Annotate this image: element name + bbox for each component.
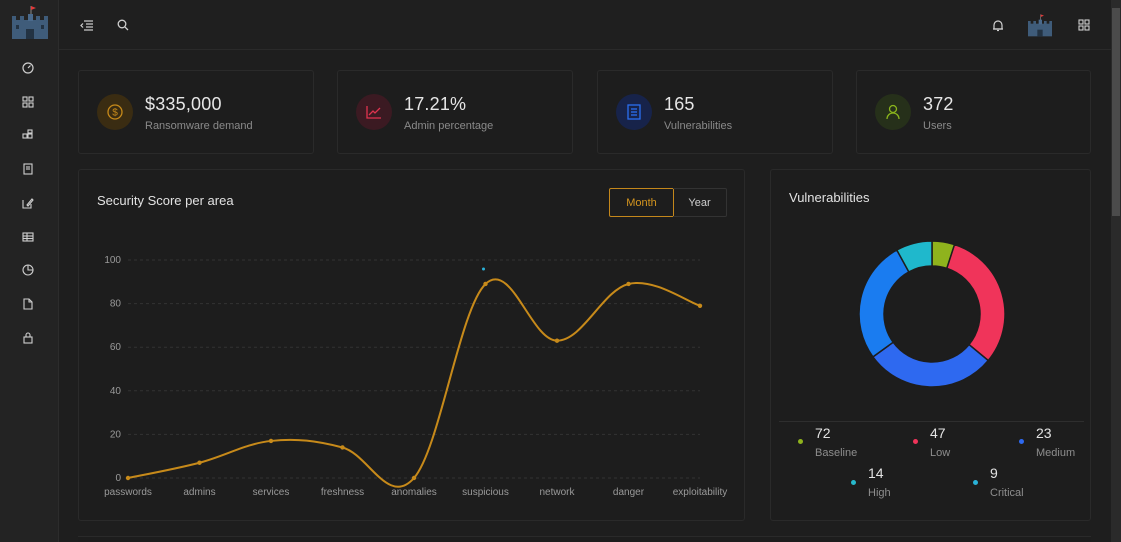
- x-tick-label: freshness: [321, 487, 364, 498]
- data-point[interactable]: [626, 281, 631, 287]
- apps-grid-icon[interactable]: [1073, 14, 1095, 36]
- x-tick-label: suspicious: [462, 487, 509, 498]
- donut-slice-high[interactable]: [858, 249, 910, 358]
- svg-text:$: $: [112, 108, 118, 119]
- legend-value: 9: [990, 465, 998, 481]
- x-tick-label: anomalies: [391, 487, 437, 498]
- hover-marker: [482, 267, 485, 271]
- data-point[interactable]: [697, 303, 703, 308]
- x-tick-label: services: [253, 487, 290, 498]
- stat-label: Ransomware demand: [145, 120, 253, 132]
- scrollbar[interactable]: [1111, 0, 1121, 542]
- data-point[interactable]: [268, 438, 274, 444]
- legend-dot: [913, 439, 918, 444]
- stat-label: Vulnerabilities: [664, 120, 733, 132]
- x-tick-label: exploitability: [673, 487, 727, 498]
- data-point[interactable]: [125, 475, 131, 481]
- legend-dot: [973, 480, 978, 485]
- stat-value: 17.21%: [404, 94, 467, 114]
- y-tick-label: 100: [104, 255, 121, 266]
- components-icon[interactable]: [17, 124, 39, 146]
- data-point[interactable]: [554, 338, 560, 343]
- toggle-year-button[interactable]: Year: [673, 188, 727, 217]
- legend-value: 47: [930, 425, 946, 441]
- book-icon[interactable]: [17, 158, 39, 180]
- lock-icon[interactable]: [17, 327, 39, 349]
- x-tick-label: danger: [613, 487, 645, 498]
- legend-value: 72: [815, 425, 831, 441]
- donut-slice-medium[interactable]: [871, 341, 990, 388]
- data-point[interactable]: [483, 281, 488, 287]
- legend-label: Critical: [990, 487, 1024, 499]
- avatar[interactable]: [1026, 10, 1054, 40]
- data-point[interactable]: [411, 475, 417, 481]
- y-tick-label: 60: [110, 342, 122, 353]
- donut-slice-low[interactable]: [945, 243, 1006, 362]
- edit-icon[interactable]: [17, 192, 39, 214]
- file-icon[interactable]: [17, 293, 39, 315]
- legend-dot: [1019, 439, 1024, 444]
- search-icon[interactable]: [112, 14, 134, 36]
- grid-icon[interactable]: [17, 91, 39, 113]
- vulnerabilities-title: Vulnerabilities: [789, 190, 870, 205]
- legend-dot: [798, 439, 803, 444]
- document-icon: [616, 94, 652, 130]
- y-tick-label: 80: [110, 299, 122, 310]
- scrollbar-thumb[interactable]: [1112, 8, 1120, 216]
- data-point[interactable]: [197, 460, 202, 465]
- stat-label: Admin percentage: [404, 120, 494, 132]
- menu-collapse-icon[interactable]: [75, 14, 97, 36]
- y-tick-label: 20: [110, 429, 122, 440]
- sidebar: [0, 0, 59, 542]
- y-tick-label: 0: [115, 473, 121, 484]
- x-tick-label: network: [539, 487, 575, 498]
- dollar-icon: $: [97, 94, 133, 130]
- legend-value: 14: [868, 465, 884, 481]
- dashboard-icon[interactable]: [17, 57, 39, 79]
- stat-value: 165: [664, 94, 695, 114]
- stat-card-ransomware: $ $335,000 Ransomware demand: [78, 70, 314, 154]
- stat-card-vulnerabilities: 165 Vulnerabilities: [597, 70, 833, 154]
- security-score-chart: 0 20 40 60 80 100 passwords admins services fresh…: [104, 255, 727, 498]
- vulnerabilities-donut-chart: [858, 240, 1006, 388]
- stat-value: 372: [923, 94, 954, 114]
- legend-label: Low: [930, 447, 951, 459]
- legend-label: Baseline: [815, 447, 858, 459]
- top-bar: [59, 0, 1111, 50]
- security-score-card: Security Score per area Month Year 0 20 40…: [78, 169, 745, 521]
- next-card-edge: [78, 536, 1091, 542]
- security-score-title: Security Score per area: [97, 193, 234, 208]
- legend-dot: [851, 480, 856, 485]
- legend-label: Medium: [1036, 447, 1076, 459]
- chart-line-icon: [356, 94, 392, 130]
- bell-icon[interactable]: [987, 14, 1009, 36]
- y-tick-label: 40: [110, 386, 122, 397]
- stat-value: $335,000: [145, 94, 222, 114]
- pie-chart-icon[interactable]: [17, 259, 39, 281]
- stat-label: Users: [923, 120, 952, 132]
- user-icon: [875, 94, 911, 130]
- legend-label: High: [868, 487, 891, 499]
- series-line: [127, 278, 701, 488]
- vulnerabilities-card: Vulnerabilities 72 Baseline 47 Low 23 Me…: [770, 169, 1091, 521]
- stat-card-users: 372 Users: [856, 70, 1091, 154]
- divider: [779, 421, 1084, 422]
- x-tick-label: passwords: [104, 487, 152, 498]
- castle-logo-icon[interactable]: [9, 3, 51, 41]
- toggle-month-button[interactable]: Month: [609, 188, 674, 217]
- stat-card-admin: 17.21% Admin percentage: [337, 70, 573, 154]
- donut-slice-critical[interactable]: [895, 240, 933, 273]
- legend-value: 23: [1036, 425, 1052, 441]
- data-point[interactable]: [340, 445, 345, 450]
- table-icon[interactable]: [17, 226, 39, 248]
- x-tick-label: admins: [183, 487, 215, 498]
